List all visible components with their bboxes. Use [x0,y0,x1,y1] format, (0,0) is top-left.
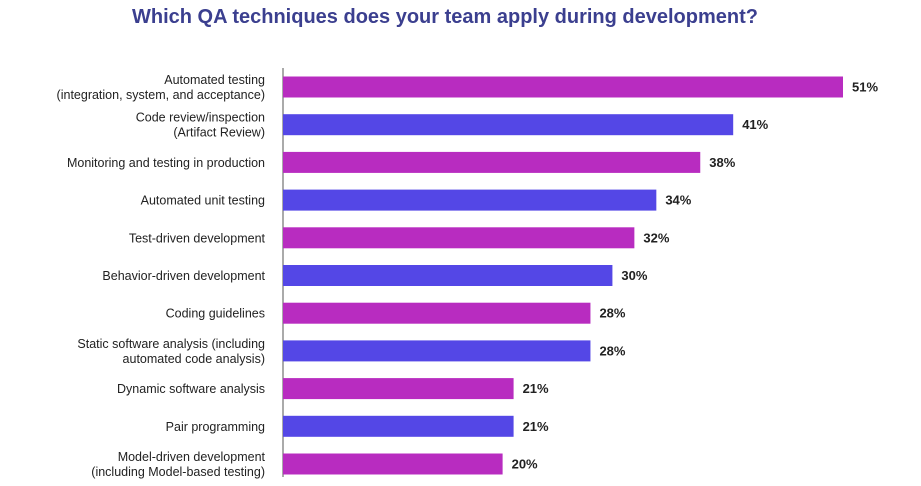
value-label-8: 28% [599,343,625,358]
bar-5 [283,227,635,249]
value-label-3: 38% [709,155,735,170]
chart-title: Which QA techniques does your team apply… [131,6,758,28]
value-labels-group: 51% 41% 38% 34% 32% 30% 28% 28% 21% 21% 20% [512,80,879,472]
category-label-10: Pair programming [166,420,265,434]
bar-4 [283,189,657,211]
value-label-4: 34% [665,193,691,208]
value-label-7: 28% [599,306,625,321]
category-label-4: Automated unit testing [141,194,265,208]
bar-1 [283,76,843,98]
value-label-1: 51% [852,80,878,95]
category-label-2: Code review/inspection (Artifact Review) [136,111,265,140]
value-label-2: 41% [742,117,768,132]
bars-group [283,76,843,475]
category-label-5: Test-driven development [129,231,266,245]
category-label-3: Monitoring and testing in production [67,156,265,170]
bar-2 [283,114,734,136]
bar-10 [283,415,514,437]
value-label-6: 30% [621,268,647,283]
bar-3 [283,151,701,173]
category-label-8: Static software analysis (including autom… [77,337,265,366]
category-labels-group: Automated testing (integration, system, a… [57,73,266,479]
category-label-11: Model-driven development (including Model… [91,450,265,479]
value-label-5: 32% [643,230,669,245]
value-label-9: 21% [523,381,549,396]
bar-9 [283,378,514,400]
bar-11 [283,453,503,475]
value-label-10: 21% [523,419,549,434]
category-label-6: Behavior-driven development [102,269,265,283]
value-label-11: 20% [512,457,538,472]
category-label-1: Automated testing (integration, system, a… [57,73,265,102]
bar-8 [283,340,591,362]
category-label-9: Dynamic software analysis [117,382,265,396]
category-label-7: Coding guidelines [166,307,265,321]
bar-6 [283,265,613,286]
bar-7 [283,302,591,324]
